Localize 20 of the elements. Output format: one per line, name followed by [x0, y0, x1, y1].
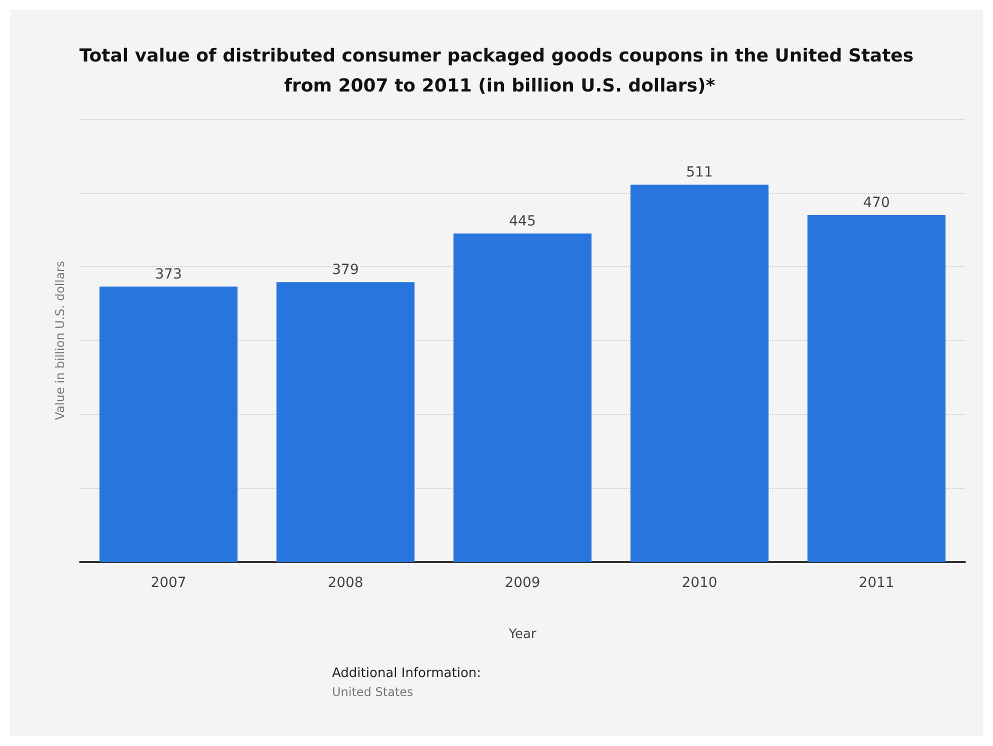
text: United States	[332, 685, 414, 699]
chart-title: Total value of distributed consumer packaged goods coupons in the United States from 2007 to 2011 (in billion U.S. dollars)*	[79, 46, 914, 96]
data-label: 470	[863, 194, 890, 211]
x-axis-title: Year	[508, 627, 537, 642]
y-axis-title: Value in billion U.S. dollars	[53, 260, 67, 420]
data-label: 511	[686, 164, 713, 181]
bar	[630, 184, 769, 562]
data-label: 379	[332, 262, 359, 278]
bar	[99, 286, 238, 562]
bar	[807, 214, 946, 562]
text: Additional Information:	[332, 666, 482, 681]
data-label: 373	[155, 266, 182, 283]
bar	[276, 282, 415, 562]
x-tick-label: 2009	[504, 575, 540, 591]
x-tick-label: 2011	[858, 575, 894, 591]
x-tick-label: 2007	[150, 575, 186, 591]
x-tick-label: 2008	[328, 575, 364, 591]
x-tick-label: 2010	[682, 575, 718, 591]
bar	[453, 233, 592, 562]
data-label: 445	[509, 213, 536, 230]
